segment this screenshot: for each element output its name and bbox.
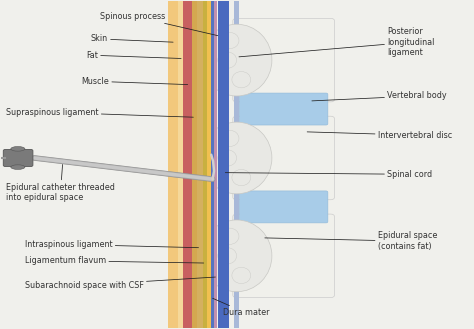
FancyBboxPatch shape <box>233 116 335 200</box>
Bar <box>192 1 197 328</box>
Ellipse shape <box>220 228 239 244</box>
Text: Subarachnoid space with CSF: Subarachnoid space with CSF <box>25 277 216 290</box>
Text: Skin: Skin <box>91 35 173 43</box>
Text: Supraspinous ligament: Supraspinous ligament <box>6 108 193 117</box>
Bar <box>168 1 178 328</box>
Text: Intraspinous ligament: Intraspinous ligament <box>25 240 199 249</box>
Bar <box>234 1 239 328</box>
Ellipse shape <box>201 122 272 194</box>
Bar <box>207 1 211 328</box>
Ellipse shape <box>232 169 251 186</box>
Bar <box>178 1 184 328</box>
Bar <box>218 1 228 328</box>
Ellipse shape <box>218 52 237 68</box>
Text: Posterior
longitudinal
ligament: Posterior longitudinal ligament <box>239 27 435 57</box>
Bar <box>215 1 217 328</box>
Text: Ligamentum flavum: Ligamentum flavum <box>25 256 204 265</box>
Ellipse shape <box>220 130 239 146</box>
Text: Epidural catheter threaded
into epidural space: Epidural catheter threaded into epidural… <box>6 164 115 202</box>
FancyBboxPatch shape <box>3 149 33 166</box>
Text: Vertebral body: Vertebral body <box>312 91 447 101</box>
FancyBboxPatch shape <box>239 93 328 125</box>
Bar <box>183 1 192 328</box>
Ellipse shape <box>11 165 25 169</box>
FancyBboxPatch shape <box>239 191 328 223</box>
Ellipse shape <box>232 267 251 284</box>
Bar <box>197 1 203 328</box>
Text: Dura mater: Dura mater <box>213 298 269 317</box>
Ellipse shape <box>220 32 239 49</box>
Text: Spinal cord: Spinal cord <box>225 170 432 179</box>
Bar <box>203 1 207 328</box>
Ellipse shape <box>201 220 272 292</box>
FancyBboxPatch shape <box>233 18 335 102</box>
Text: Intervertebral disc: Intervertebral disc <box>307 131 452 139</box>
Ellipse shape <box>232 71 251 88</box>
Text: Fat: Fat <box>86 51 181 60</box>
Ellipse shape <box>218 248 237 264</box>
Ellipse shape <box>11 146 25 151</box>
FancyBboxPatch shape <box>233 214 335 298</box>
Bar <box>211 1 214 328</box>
Text: Muscle: Muscle <box>82 77 188 86</box>
Ellipse shape <box>201 24 272 96</box>
Bar <box>218 1 220 328</box>
Text: Epidural space
(contains fat): Epidural space (contains fat) <box>265 232 437 251</box>
Text: Spinous process: Spinous process <box>100 12 218 36</box>
Ellipse shape <box>218 150 237 166</box>
